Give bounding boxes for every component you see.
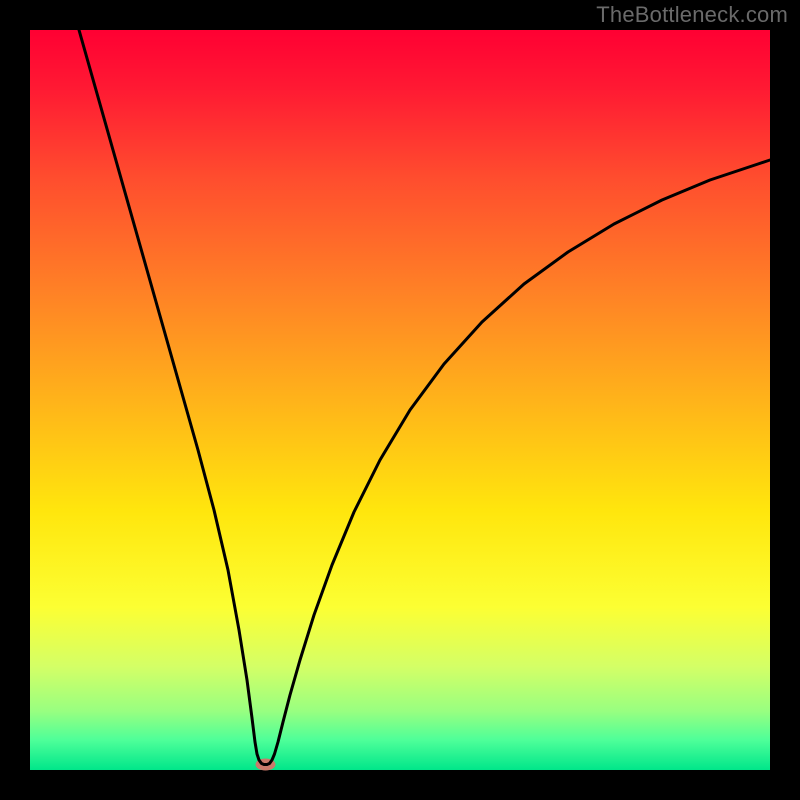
plot-background [30, 30, 770, 770]
watermark-text: TheBottleneck.com [596, 2, 788, 28]
chart-container: TheBottleneck.com [0, 0, 800, 800]
bottleneck-chart [0, 0, 800, 800]
